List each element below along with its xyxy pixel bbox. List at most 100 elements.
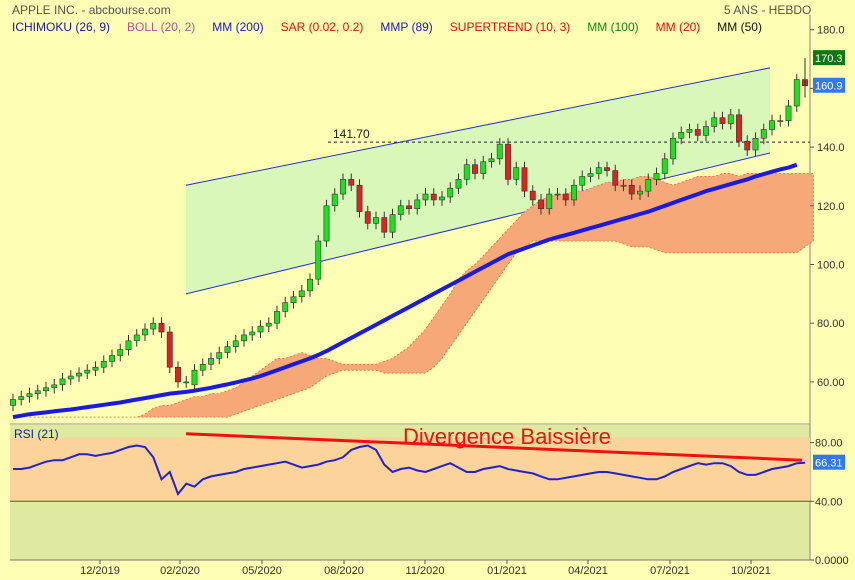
candle-body (414, 199, 421, 210)
candle-body (298, 290, 305, 298)
rsi-last-box (813, 454, 845, 470)
candle-body (323, 205, 330, 242)
chart-period: 5 ANS - HEBDO (724, 3, 812, 17)
candle-body (562, 193, 569, 201)
candle-body (331, 193, 338, 207)
candle-body (538, 199, 544, 210)
last-close-label: 160.9 (815, 81, 843, 93)
candle-body (397, 205, 404, 215)
candle-body (224, 346, 231, 353)
candle-body (175, 366, 181, 383)
candle-body (628, 184, 635, 195)
indicator-label: MMP (89) (380, 20, 433, 34)
rsi-title: RSI (21) (14, 427, 59, 441)
candle-body (51, 384, 58, 389)
x-tick-label: 08/2020 (324, 565, 364, 577)
candle-body (653, 173, 660, 180)
y-tick-label: 100.0 (817, 259, 845, 271)
candle-body (117, 349, 124, 356)
candle-body (348, 179, 355, 186)
candle-body (389, 214, 396, 233)
candle-body (232, 340, 239, 347)
candle-body (571, 184, 577, 201)
rsi-y-tick-label: 0.0000 (815, 555, 849, 567)
candle-body (142, 328, 148, 336)
candle-body (26, 393, 33, 397)
indicator-label: MM (200) (212, 20, 264, 34)
indicator-label: ICHIMOKU (26, 9) (12, 20, 111, 34)
candle-body (84, 369, 91, 374)
candle-body (241, 334, 247, 342)
candle-body (166, 331, 173, 368)
candle-body (265, 322, 272, 327)
ma200-line (12, 162, 798, 420)
rsi-y-tick-label: 80.00 (815, 438, 843, 450)
candle-body (595, 167, 602, 174)
chart-title: APPLE INC. - abcbourse.com (12, 3, 171, 17)
price-plot: 141.70 (10, 58, 814, 420)
candle-body (719, 117, 726, 124)
candle-body (191, 369, 198, 386)
divergence-label: Divergence Baissière (403, 424, 611, 449)
candle-body (612, 170, 619, 186)
candle-body (645, 179, 652, 192)
candle-body (637, 190, 643, 195)
candle-body (10, 399, 16, 406)
candle-body (587, 173, 594, 177)
y-tick-label: 120.0 (817, 201, 845, 213)
last-high-box (813, 50, 845, 66)
indicator-label: SUPERTREND (10, 3) (449, 20, 571, 34)
candle-body (554, 193, 561, 196)
candle-body (373, 217, 379, 224)
candle-body (430, 193, 437, 201)
y-tick-label: 140.0 (817, 142, 845, 154)
candle-body (661, 158, 668, 174)
candle-body (744, 140, 751, 151)
candle-body (463, 164, 470, 180)
indicator-legend: ICHIMOKU (26, 9) BOLL (20, 2) MM (200) SAR … (12, 20, 779, 34)
candle-body (282, 302, 289, 312)
candle-body (703, 126, 709, 136)
candle-body (447, 187, 454, 198)
indicator-label: BOLL (20, 2) (127, 20, 196, 34)
candle-body (158, 322, 165, 333)
x-tick-label: 04/2021 (568, 565, 608, 577)
candle-body (439, 196, 445, 201)
candle-body (694, 129, 701, 136)
indicator-label: MM (100) (587, 20, 639, 34)
candle-body (604, 167, 610, 171)
candle-body (34, 390, 41, 394)
divergence-line (185, 432, 803, 462)
rsi-line (13, 444, 806, 496)
candle-body (249, 331, 256, 336)
indicator-label: MM (20) (655, 20, 701, 34)
candle-body (488, 158, 495, 163)
x-tick-label: 07/2021 (650, 565, 690, 577)
candle-body (290, 296, 297, 303)
indicator-label: SAR (0.02, 0.2) (280, 20, 364, 34)
candle-body (216, 352, 223, 359)
candle-body (257, 325, 264, 333)
resistance-label: 141.70 (333, 127, 370, 141)
candle-body (274, 311, 280, 324)
candle-body (150, 322, 157, 330)
candle-body (505, 143, 511, 180)
candle-body (579, 176, 586, 186)
y-axis: 60.0080.00100.0120.0140.0160.0180.0170.3… (810, 25, 849, 567)
candle-body (620, 184, 627, 187)
indicator-label: MM (50) (717, 20, 762, 34)
x-axis: 12/2019 02/2020 05/2020 08/2020 11/2020 01/20… (10, 559, 810, 577)
candle-body (208, 358, 214, 365)
candle-body (381, 217, 388, 233)
candle-body (340, 179, 346, 195)
rsi-y-tick-label: 40.00 (815, 496, 843, 508)
candle-body (472, 164, 478, 174)
candle-body (678, 132, 685, 139)
candle-body (422, 193, 429, 201)
candle-body (315, 240, 322, 280)
candle-body (109, 355, 115, 362)
last-close-box (813, 77, 845, 93)
last-high-label: 170.3 (815, 53, 843, 65)
candle-body (736, 114, 742, 142)
channel-fill (186, 67, 770, 294)
